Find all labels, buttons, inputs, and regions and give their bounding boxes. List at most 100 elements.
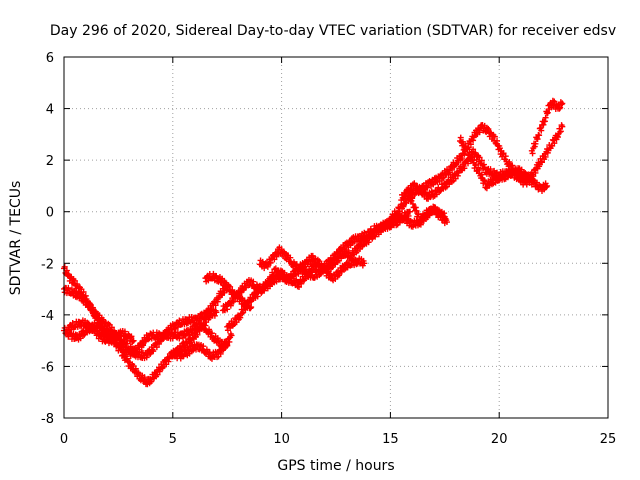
data-point — [476, 166, 483, 173]
data-point — [346, 249, 353, 256]
data-point — [194, 331, 201, 338]
data-point — [211, 312, 218, 319]
data-point — [449, 166, 456, 173]
data-point — [551, 98, 558, 105]
data-point — [153, 344, 160, 351]
data-point — [459, 155, 466, 162]
data-point — [466, 149, 473, 156]
data-point — [500, 150, 507, 157]
data-point — [544, 182, 551, 189]
data-point — [63, 267, 70, 274]
data-point — [103, 328, 110, 335]
data-point — [544, 110, 551, 117]
data-point — [470, 137, 477, 144]
data-point — [65, 284, 72, 291]
data-point — [264, 263, 271, 270]
data-series-9 — [256, 244, 368, 284]
data-point — [557, 128, 564, 135]
data-point — [494, 137, 501, 144]
data-point — [287, 254, 294, 261]
y-tick-label: -4 — [41, 309, 54, 324]
data-point — [206, 310, 213, 317]
y-tick-label: 4 — [46, 103, 54, 118]
data-series-14 — [528, 97, 566, 157]
data-point — [226, 338, 233, 345]
data-point — [224, 342, 231, 349]
data-point — [206, 326, 213, 333]
data-point — [409, 200, 416, 207]
data-point — [318, 260, 325, 267]
data-point — [296, 284, 303, 290]
data-point — [230, 298, 237, 305]
x-tick-label: 25 — [600, 432, 617, 447]
data-point — [530, 173, 537, 180]
data-point — [331, 260, 338, 267]
data-point — [509, 162, 516, 169]
data-point — [487, 166, 494, 173]
data-point — [130, 337, 137, 344]
data-point — [212, 302, 219, 309]
data-point — [261, 287, 268, 294]
x-tick-label: 15 — [382, 432, 399, 447]
data-series-4 — [65, 317, 137, 347]
data-point — [254, 293, 261, 300]
data-point — [247, 305, 254, 312]
data-series-5 — [169, 330, 235, 362]
data-point — [141, 374, 148, 381]
data-point — [202, 314, 209, 321]
data-point — [485, 125, 492, 132]
data-point — [559, 123, 566, 130]
data-point — [143, 354, 150, 361]
x-tick-label: 10 — [273, 432, 290, 447]
data-point — [538, 127, 545, 134]
data-point — [388, 218, 395, 225]
data-point — [150, 348, 157, 355]
data-point — [491, 133, 498, 140]
data-point — [228, 332, 235, 339]
data-point — [140, 342, 147, 349]
data-point — [250, 278, 257, 285]
data-point — [556, 105, 563, 112]
data-point — [372, 233, 379, 240]
data-point — [69, 320, 76, 327]
data-point — [464, 145, 471, 152]
data-point — [245, 301, 252, 308]
data-point — [402, 193, 409, 200]
data-point — [346, 258, 353, 265]
y-axis-label: SDTVAR / TECUs — [8, 181, 24, 296]
data-point — [409, 195, 416, 202]
data-point — [457, 134, 464, 141]
data-point — [544, 109, 551, 116]
data-series-13 — [457, 122, 566, 192]
data-point — [526, 176, 533, 183]
data-point — [224, 306, 231, 313]
data-point — [400, 203, 407, 210]
data-point — [558, 101, 565, 108]
data-point — [213, 309, 220, 316]
data-point — [287, 274, 294, 281]
data-point — [227, 302, 234, 309]
data-point — [405, 212, 412, 219]
data-point — [121, 328, 128, 335]
data-point — [417, 221, 424, 228]
data-point — [415, 211, 422, 218]
data-point — [476, 154, 483, 161]
data-point — [534, 136, 541, 143]
data-point — [431, 204, 438, 211]
y-tick-label: 0 — [46, 206, 54, 221]
data-point — [559, 100, 566, 107]
data-point — [127, 334, 134, 341]
data-point — [71, 277, 78, 284]
y-tick-label: 2 — [46, 154, 54, 169]
data-point — [108, 324, 115, 331]
data-point — [502, 153, 509, 160]
data-point — [365, 239, 372, 246]
data-point — [541, 118, 548, 125]
y-tick-label: -8 — [41, 412, 54, 427]
data-point — [480, 177, 487, 184]
data-point — [494, 173, 501, 180]
data-point — [227, 283, 234, 290]
data-point — [176, 317, 183, 324]
data-point — [406, 208, 413, 215]
